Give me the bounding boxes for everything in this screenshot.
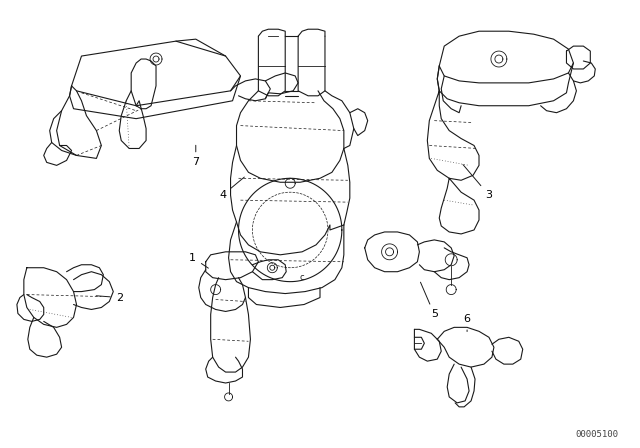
Text: 6: 6 xyxy=(463,314,470,332)
Text: 3: 3 xyxy=(463,164,492,200)
Text: 4: 4 xyxy=(219,177,244,200)
Text: 2: 2 xyxy=(96,293,123,302)
Text: 7: 7 xyxy=(192,145,199,168)
Text: 5: 5 xyxy=(420,282,438,319)
Text: c: c xyxy=(300,273,305,282)
Text: 1: 1 xyxy=(189,253,209,268)
Text: 00005100: 00005100 xyxy=(575,430,618,439)
